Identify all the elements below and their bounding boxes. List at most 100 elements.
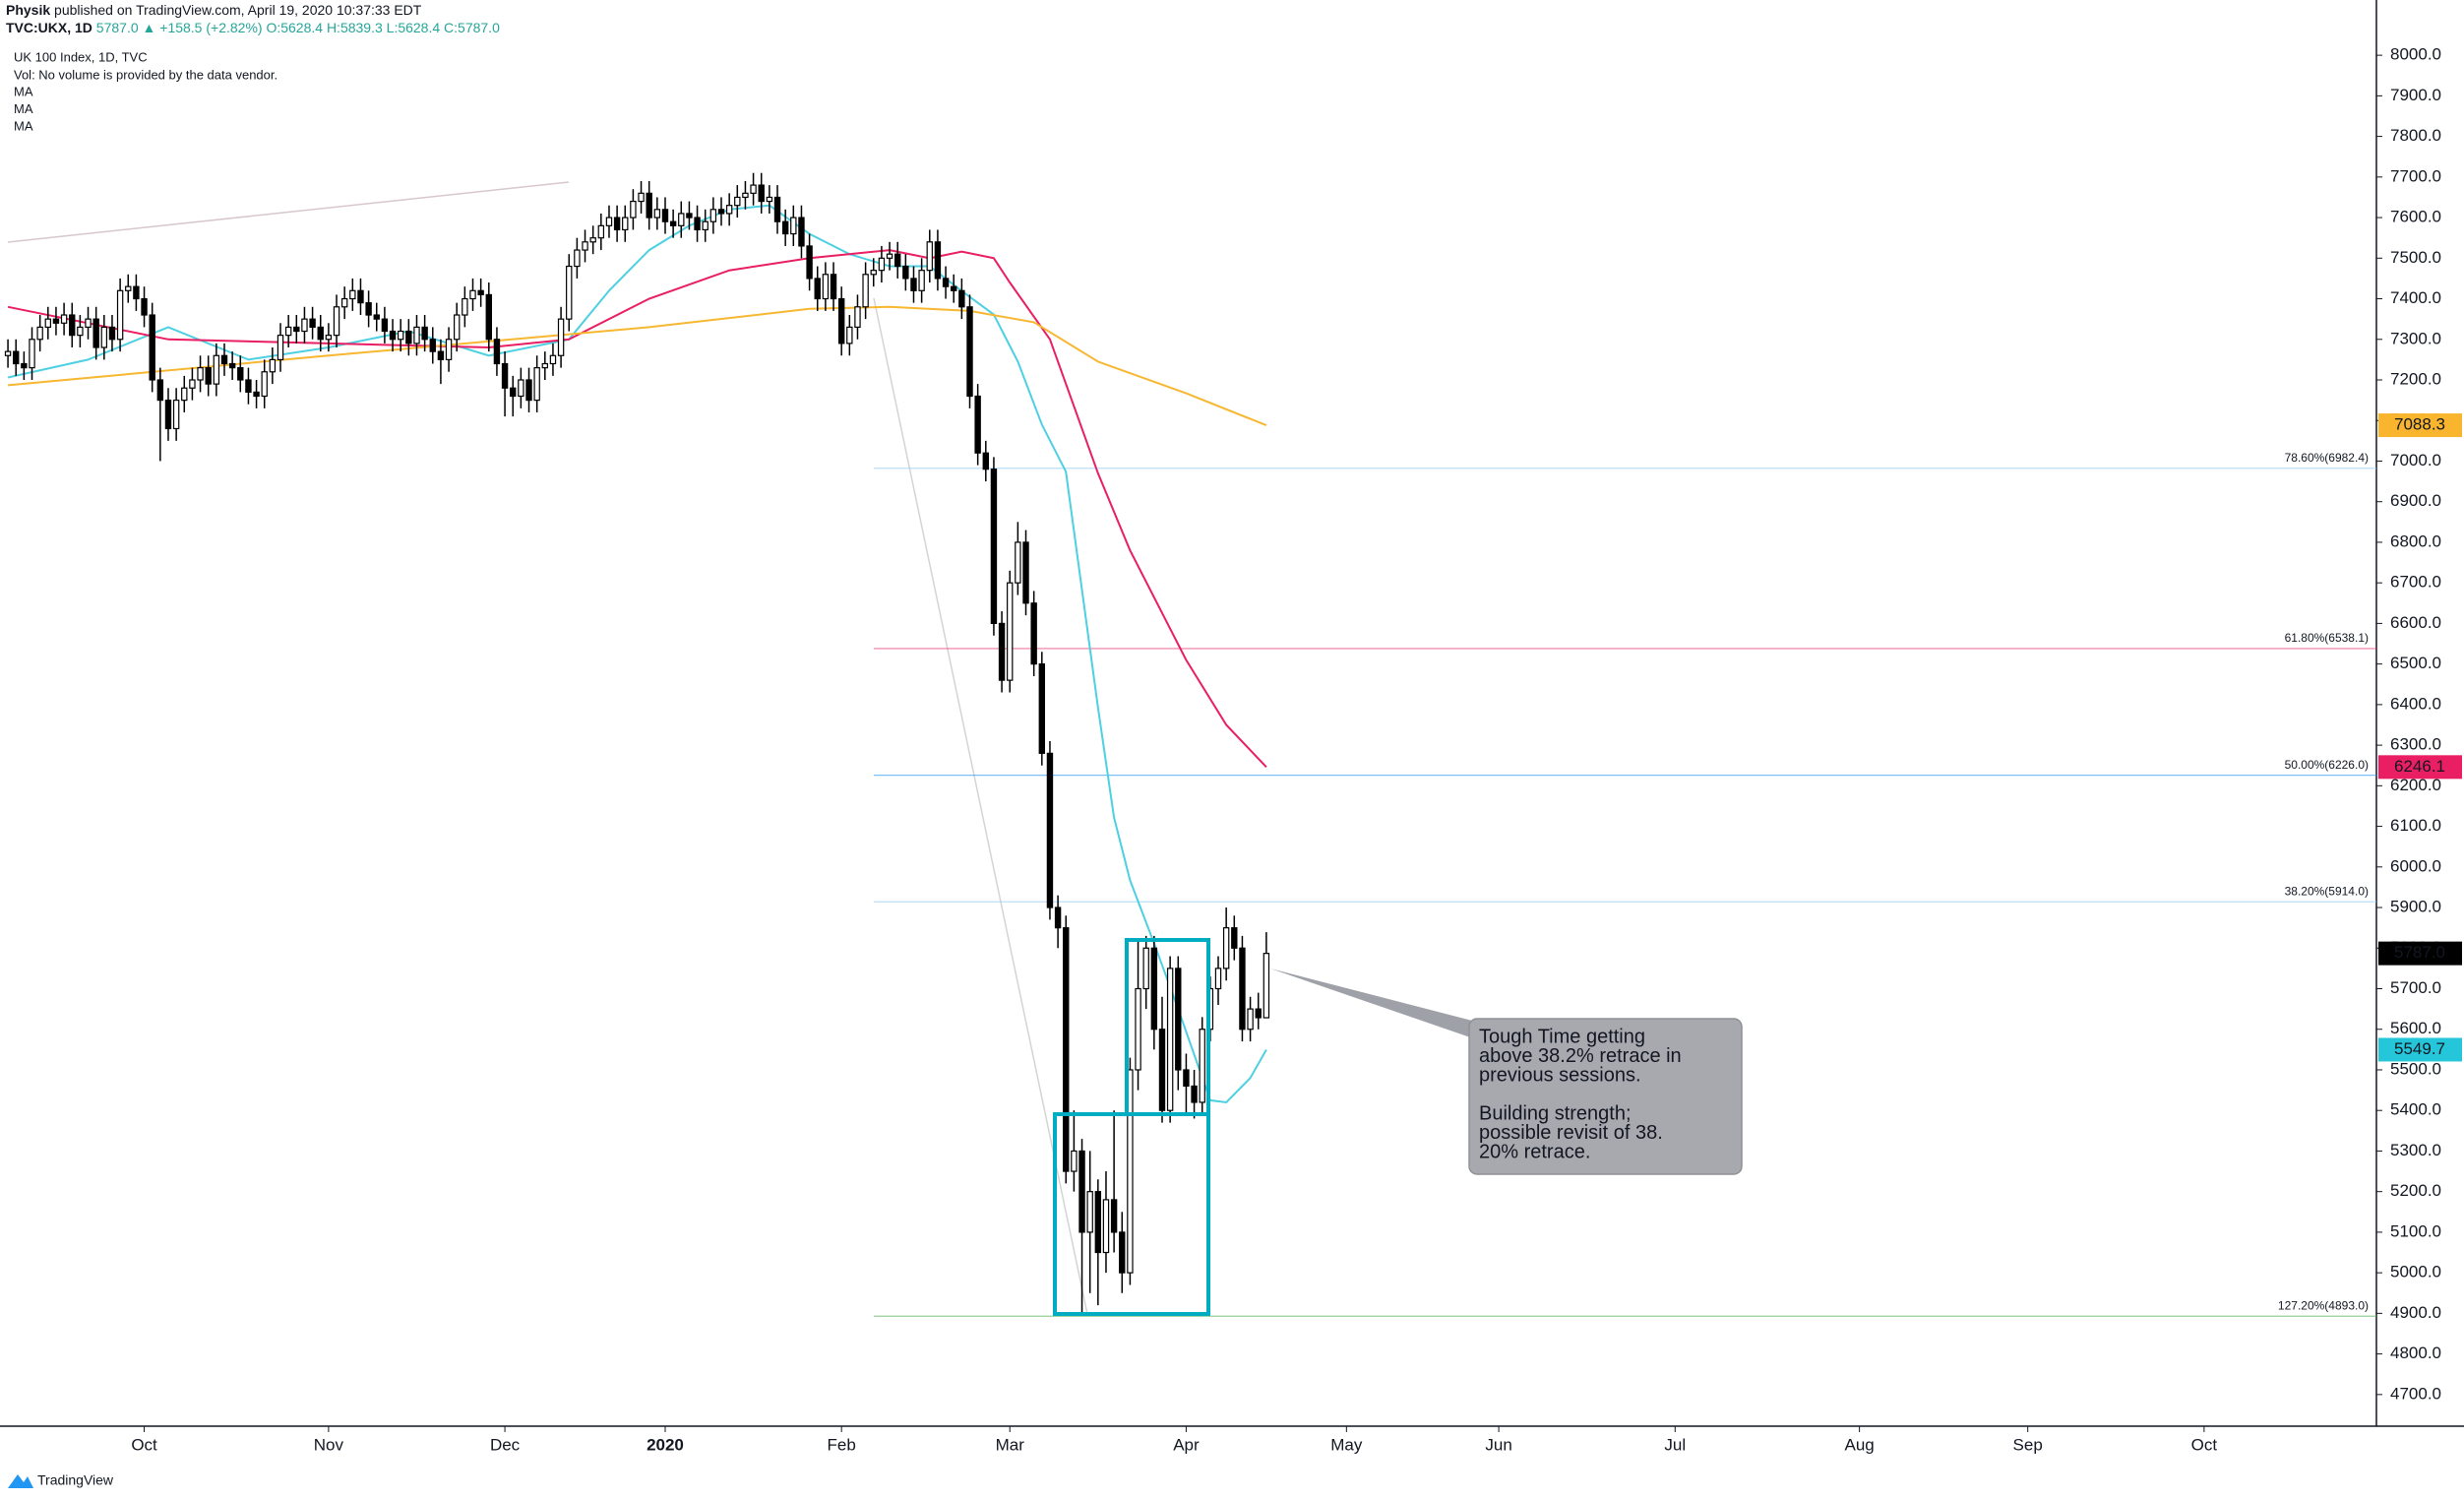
candle-body [69, 314, 76, 337]
price-tag-label: 7088.3 [2394, 415, 2445, 434]
candle-body [902, 265, 909, 280]
candle-body [213, 354, 220, 385]
candle-body [228, 362, 236, 369]
candle-body [934, 241, 942, 280]
candle-body [4, 350, 12, 356]
callout-line: Tough Time getting [1479, 1026, 1645, 1047]
candle-body [1094, 1191, 1102, 1254]
publisher: Physik [6, 2, 50, 18]
y-tick-label: 6900.0 [2390, 491, 2441, 510]
candle-body [990, 469, 998, 625]
axes: 4700.0 4800.0 4900.0 5000.0 5100.0 5200.0 5300… [131, 45, 2462, 1454]
candle-body [92, 318, 99, 348]
candle-body [918, 270, 925, 291]
candle-body [766, 196, 773, 203]
candle-body [1046, 752, 1054, 908]
candle-body [1135, 987, 1141, 1071]
candle-body [613, 217, 621, 231]
fib-label: 127.20%(4893.0) [2278, 1298, 2369, 1312]
candle-body [493, 339, 501, 365]
y-tick-label: 7600.0 [2390, 208, 2441, 226]
candle-body [773, 196, 781, 222]
candle-body [678, 213, 685, 226]
x-tick-label: May [1330, 1435, 1363, 1454]
callout-line: Building strength; [1479, 1102, 1632, 1124]
ohlc-text: O:5628.4 H:5839.3 L:5628.4 C:5787.0 [266, 20, 500, 35]
candle-body [1071, 1150, 1078, 1172]
candle-body [125, 285, 132, 291]
y-tick-label: 4800.0 [2390, 1344, 2441, 1362]
candle-body [846, 326, 853, 344]
candle-body [1199, 1029, 1205, 1103]
fib-label: 61.80%(6538.1) [2285, 631, 2369, 645]
y-tick-label: 7300.0 [2390, 329, 2441, 347]
candle-body [1183, 1069, 1190, 1088]
candle-body [518, 379, 524, 398]
y-tick-label: 5400.0 [2390, 1100, 2441, 1119]
y-tick-label: 5000.0 [2390, 1263, 2441, 1281]
candle-body [837, 297, 845, 344]
y-tick-label: 5700.0 [2390, 978, 2441, 997]
drawings [1053, 938, 1743, 1316]
candle-body [998, 622, 1006, 681]
candle-body [237, 367, 244, 381]
y-tick-label: 6000.0 [2390, 856, 2441, 875]
candle-body [510, 387, 517, 398]
price-tag-label: 5787.0 [2394, 943, 2445, 962]
candle-body [669, 220, 677, 226]
x-tick-label: Feb [828, 1435, 856, 1454]
candle-body [181, 387, 188, 402]
x-tick-label: 2020 [647, 1435, 684, 1454]
candle-body [340, 297, 348, 308]
candle-body [429, 339, 436, 352]
candle-body [686, 213, 693, 219]
y-tick-label: 4700.0 [2390, 1384, 2441, 1403]
candle-body [758, 184, 765, 203]
fib-label: 78.60%(6982.4) [2285, 451, 2369, 465]
candle-body [405, 330, 412, 344]
candle-body [164, 400, 172, 430]
y-tick-label: 5500.0 [2390, 1059, 2441, 1078]
candle-body [1030, 602, 1037, 665]
candle-body [1086, 1191, 1093, 1233]
candle-body [622, 217, 629, 231]
candle-body [709, 209, 717, 222]
candle-body [29, 339, 35, 369]
candle-body [445, 339, 453, 360]
candle-body [966, 306, 973, 398]
trend-line [873, 297, 1088, 1315]
candle-body [133, 285, 140, 300]
candle-body [661, 209, 669, 222]
candle-body [1231, 927, 1238, 949]
candle-body [1239, 947, 1246, 1031]
candle-body [1191, 1085, 1198, 1103]
x-tick-label: Apr [1173, 1435, 1200, 1454]
price-tag [2378, 941, 2462, 966]
callout-pointer [1270, 969, 1476, 1039]
callout-line: possible revisit of 38. [1479, 1122, 1663, 1144]
candle-body [1063, 927, 1070, 1172]
candle-body [116, 289, 124, 341]
candle-body [974, 395, 981, 454]
candle-body [349, 289, 356, 300]
symbol: TVC:UKX, 1D [6, 20, 92, 35]
candle-body [574, 249, 581, 268]
publish-line: Physik published on TradingView.com, Apr… [6, 2, 422, 18]
y-tick-label: 6800.0 [2390, 531, 2441, 550]
change: ▲ +158.5 (+2.82%) [143, 20, 263, 35]
x-tick-label: Dec [490, 1435, 521, 1454]
y-tick-label: 8000.0 [2390, 45, 2441, 64]
candle-body [630, 200, 637, 219]
y-tick-label: 5100.0 [2390, 1221, 2441, 1240]
candle-body [854, 306, 861, 328]
candle-body [582, 241, 588, 251]
candle-body [1038, 663, 1046, 754]
y-tick-label: 7000.0 [2390, 451, 2441, 469]
candle-body [189, 379, 196, 389]
candle-body [501, 362, 509, 389]
candle-body [85, 318, 92, 328]
candle-body [365, 302, 372, 316]
